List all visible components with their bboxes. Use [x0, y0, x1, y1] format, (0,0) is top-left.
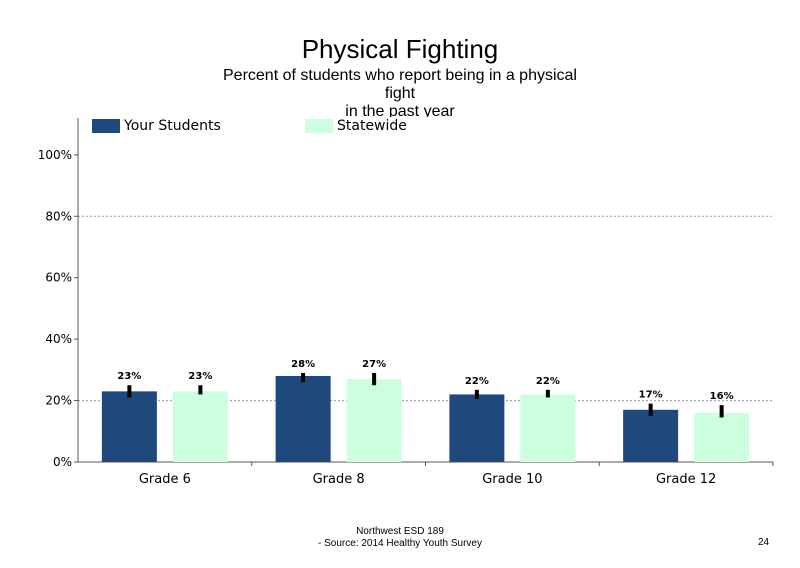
- x-tick-label: Grade 6: [139, 472, 191, 487]
- bar: [520, 394, 576, 462]
- y-tick-label: 80%: [45, 209, 72, 223]
- data-label: 23%: [117, 371, 141, 382]
- footer-line: Northwest ESD 189: [356, 526, 444, 537]
- chart-title: Physical Fighting: [301, 34, 499, 64]
- bar: [623, 409, 679, 462]
- data-label: 17%: [639, 390, 663, 401]
- legend-label-statewide: Statewide: [337, 118, 407, 134]
- subtitle-line: in the past year: [345, 103, 455, 117]
- chart-subtitle: Percent of students who report being in …: [215, 67, 585, 117]
- data-label: 22%: [536, 376, 560, 387]
- y-tick-label: 0%: [53, 455, 72, 469]
- subtitle-line: Percent of students who report being in …: [223, 67, 577, 84]
- legend-swatch-your-students: [92, 119, 120, 133]
- data-label: 16%: [710, 391, 734, 402]
- x-tick-label: Grade 12: [656, 472, 716, 487]
- bar: [346, 379, 402, 462]
- subtitle-line: fight: [384, 85, 416, 102]
- y-tick-label: 100%: [38, 148, 72, 162]
- data-label: 22%: [465, 376, 489, 387]
- bar: [449, 394, 505, 462]
- y-tick-label: 40%: [45, 332, 72, 346]
- legend-label-your-students: Your Students: [124, 118, 221, 134]
- bar: [101, 391, 157, 462]
- data-label: 28%: [291, 359, 315, 370]
- y-tick-label: 20%: [45, 394, 72, 408]
- data-label: 23%: [188, 371, 212, 382]
- x-tick-label: Grade 8: [313, 472, 365, 487]
- bar: [694, 412, 750, 462]
- bar: [172, 391, 228, 462]
- footer: Northwest ESD 189 - Source: 2014 Healthy…: [0, 526, 800, 550]
- y-tick-label: 60%: [45, 271, 72, 285]
- data-label: 27%: [362, 359, 386, 370]
- bar: [275, 376, 331, 462]
- footer-source: - Source: 2014 Healthy Youth Survey: [318, 538, 482, 549]
- x-tick-label: Grade 10: [482, 472, 542, 487]
- page-number: 24: [758, 537, 770, 548]
- legend-swatch-statewide: [305, 119, 333, 133]
